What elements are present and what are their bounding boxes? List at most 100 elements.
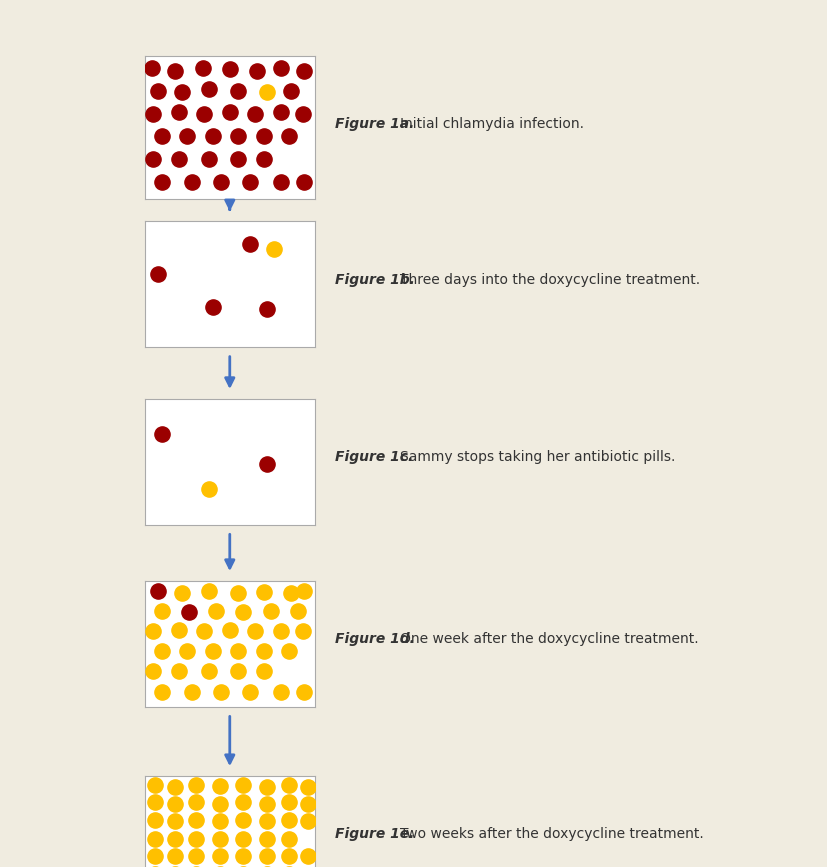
Point	[284, 84, 297, 98]
Point	[298, 175, 311, 189]
Text: Figure 1d.: Figure 1d.	[335, 632, 414, 647]
Point	[261, 780, 274, 794]
Point	[248, 107, 261, 121]
Point	[169, 832, 182, 846]
Point	[169, 797, 182, 811]
Point	[237, 795, 250, 809]
Point	[261, 832, 274, 846]
Point	[151, 84, 165, 98]
Point	[274, 175, 287, 189]
Point	[213, 814, 226, 828]
Point	[182, 605, 195, 619]
Point	[237, 605, 250, 619]
Point	[213, 779, 226, 793]
Point	[243, 175, 256, 189]
Point	[301, 814, 314, 828]
Point	[185, 685, 198, 699]
Point	[196, 61, 209, 75]
Point	[256, 129, 270, 143]
Point	[232, 644, 245, 658]
Point	[282, 129, 295, 143]
Point	[282, 795, 295, 809]
Point	[232, 153, 245, 166]
Point	[256, 664, 270, 678]
Point	[148, 813, 161, 827]
Point	[189, 778, 202, 792]
Point	[261, 85, 274, 99]
Point	[146, 664, 160, 678]
Point	[155, 129, 169, 143]
Point	[274, 685, 287, 699]
Point	[185, 175, 198, 189]
Point	[298, 584, 311, 598]
Point	[243, 237, 256, 251]
Text: Figure 1c.: Figure 1c.	[335, 450, 414, 465]
Point	[261, 797, 274, 811]
Text: Three days into the doxycycline treatment.: Three days into the doxycycline treatmen…	[399, 272, 699, 287]
Point	[232, 664, 245, 678]
Point	[175, 586, 189, 600]
Point	[189, 850, 202, 864]
Point	[298, 63, 311, 77]
Point	[203, 664, 216, 678]
Point	[151, 267, 165, 281]
Point	[172, 153, 185, 166]
Point	[213, 832, 226, 846]
Point	[261, 814, 274, 828]
Point	[214, 685, 227, 699]
Point	[237, 832, 250, 846]
Point	[214, 175, 227, 189]
Point	[155, 604, 169, 618]
Point	[223, 105, 237, 119]
Point	[261, 457, 274, 471]
Point	[237, 813, 250, 827]
Point	[172, 105, 185, 119]
Point	[232, 129, 245, 143]
Point	[282, 832, 295, 846]
Point	[203, 82, 216, 96]
Point	[213, 850, 226, 864]
Point	[296, 624, 309, 638]
Point	[155, 644, 169, 658]
Point	[189, 813, 202, 827]
Point	[274, 105, 287, 119]
Text: Figure 1b.: Figure 1b.	[335, 272, 414, 287]
Point	[146, 624, 160, 638]
Point	[248, 624, 261, 638]
Point	[169, 850, 182, 864]
Point	[284, 586, 297, 600]
Point	[148, 795, 161, 809]
Point	[206, 300, 219, 314]
Point	[282, 850, 295, 864]
Point	[261, 850, 274, 864]
Point	[151, 584, 165, 598]
Point	[172, 623, 185, 637]
Point	[267, 242, 280, 256]
Point	[148, 832, 161, 846]
Point	[274, 61, 287, 75]
Point	[209, 604, 222, 618]
Text: Figure 1a.: Figure 1a.	[335, 116, 414, 131]
Text: Initial chlamydia infection.: Initial chlamydia infection.	[399, 116, 583, 131]
Point	[169, 780, 182, 794]
Point	[169, 814, 182, 828]
Point	[256, 153, 270, 166]
Point	[301, 797, 314, 811]
Point	[301, 780, 314, 794]
Point	[206, 644, 219, 658]
Point	[180, 129, 194, 143]
Point	[237, 778, 250, 792]
Point	[274, 624, 287, 638]
Point	[146, 107, 160, 121]
Point	[223, 623, 237, 637]
Point	[261, 303, 274, 316]
Point	[237, 850, 250, 864]
Point	[155, 685, 169, 699]
Point	[264, 604, 277, 618]
Point	[282, 644, 295, 658]
Point	[203, 482, 216, 496]
Text: One week after the doxycycline treatment.: One week after the doxycycline treatment…	[399, 632, 698, 647]
Point	[169, 63, 182, 77]
Text: Sammy stops taking her antibiotic pills.: Sammy stops taking her antibiotic pills.	[399, 450, 675, 465]
Text: Figure 1e.: Figure 1e.	[335, 827, 414, 842]
